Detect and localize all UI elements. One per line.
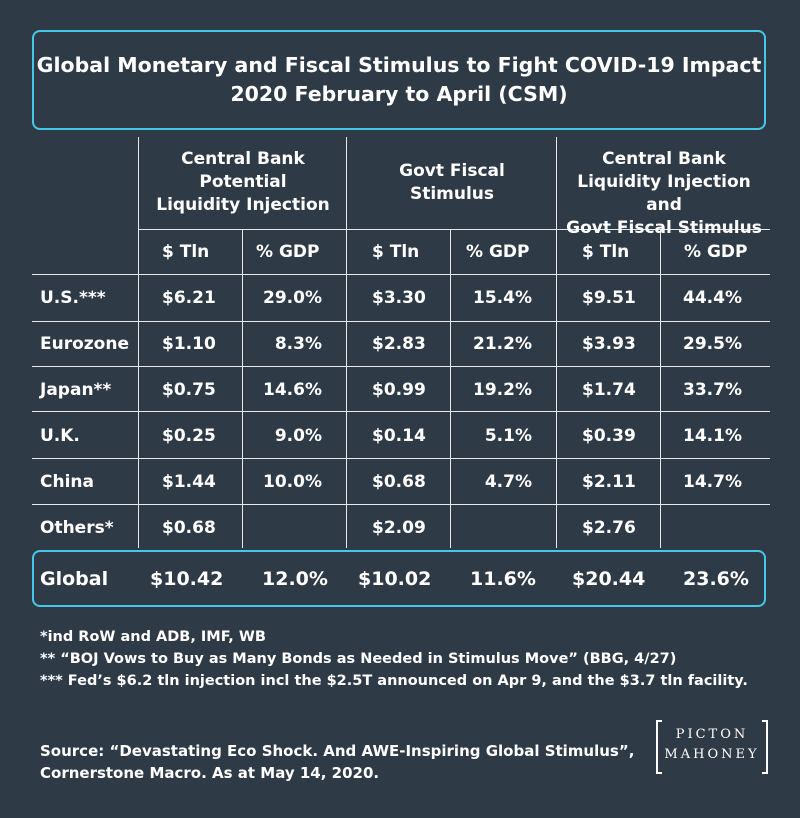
value-cell: $0.39 xyxy=(582,426,636,446)
global-label: Global xyxy=(40,568,109,590)
source-note: Source: “Devastating Eco Shock. And AWE-… xyxy=(40,742,635,782)
value-cell: $0.25 xyxy=(162,426,216,446)
global-value: 12.0% xyxy=(262,568,328,590)
value-cell: $1.10 xyxy=(162,334,216,354)
value-cell: $0.68 xyxy=(372,472,426,492)
group-header-govt-fiscal: Govt Fiscal Stimulus xyxy=(399,161,505,204)
value-cell: $1.74 xyxy=(582,380,636,400)
value-cell: 15.4% xyxy=(473,288,532,308)
value-cell: 29.5% xyxy=(683,334,742,354)
value-cell: $1.44 xyxy=(162,472,216,492)
value-cell: 10.0% xyxy=(263,472,322,492)
row-label: Eurozone xyxy=(40,334,129,354)
subheader-cb-tln: $ Tln xyxy=(162,242,210,262)
subheader-comb-tln: $ Tln xyxy=(582,242,630,262)
global-value: 11.6% xyxy=(470,568,536,590)
title-line-2: 2020 February to April (CSM) xyxy=(230,82,568,106)
group-header-combined: Central Bank Liquidity Injection and Govt … xyxy=(566,149,762,238)
value-cell: $9.51 xyxy=(582,288,636,308)
value-cell: $0.14 xyxy=(372,426,426,446)
group-header-central-bank: Central Bank Potential Liquidity Injection xyxy=(156,149,330,215)
value-cell: $0.68 xyxy=(162,518,216,538)
value-cell: $2.11 xyxy=(582,472,636,492)
row-label: U.K. xyxy=(40,426,80,446)
footnote: ** “BOJ Vows to Buy as Many Bonds as Nee… xyxy=(40,651,677,667)
footnote: *ind RoW and ADB, IMF, WB xyxy=(40,629,266,645)
value-cell: $2.83 xyxy=(372,334,426,354)
subheader-gf-tln: $ Tln xyxy=(372,242,420,262)
row-label: Others* xyxy=(40,518,114,538)
value-cell: $0.75 xyxy=(162,380,216,400)
global-value: $10.02 xyxy=(358,568,432,590)
logo-bracket-right xyxy=(762,720,768,774)
footnotes: *ind RoW and ADB, IMF, WB ** “BOJ Vows t… xyxy=(40,626,748,692)
value-cell: 14.1% xyxy=(683,426,742,446)
picton-mahoney-logo: PICTON MAHONEY xyxy=(656,720,768,774)
value-cell: 4.7% xyxy=(484,472,532,492)
global-value: 23.6% xyxy=(683,568,749,590)
footnote: *** Fed’s $6.2 tln injection incl the $2… xyxy=(40,673,748,689)
subheader-gf-gdp: % GDP xyxy=(466,242,530,262)
value-cell: $6.21 xyxy=(162,288,216,308)
value-cell: 14.7% xyxy=(683,472,742,492)
subheader-comb-gdp: % GDP xyxy=(684,242,748,262)
global-value: $10.42 xyxy=(150,568,224,590)
value-cell: 44.4% xyxy=(683,288,742,308)
value-cell: 14.6% xyxy=(263,380,322,400)
row-label: Japan** xyxy=(40,380,112,400)
value-cell: 9.0% xyxy=(274,426,322,446)
value-cell: 19.2% xyxy=(473,380,532,400)
value-cell: 21.2% xyxy=(473,334,532,354)
value-cell: $0.99 xyxy=(372,380,426,400)
title-box: Global Monetary and Fiscal Stimulus to F… xyxy=(32,30,766,130)
row-label: China xyxy=(40,472,94,492)
global-value: $20.44 xyxy=(572,568,646,590)
value-cell: $3.93 xyxy=(582,334,636,354)
value-cell: 29.0% xyxy=(263,288,322,308)
value-cell: 33.7% xyxy=(683,380,742,400)
value-cell: 8.3% xyxy=(274,334,322,354)
logo-bracket-left xyxy=(656,720,662,774)
row-label: U.S.*** xyxy=(40,288,106,308)
value-cell: 5.1% xyxy=(484,426,532,446)
value-cell: $2.09 xyxy=(372,518,426,538)
value-cell: $2.76 xyxy=(582,518,636,538)
global-row-box xyxy=(32,550,766,607)
title-line-1: Global Monetary and Fiscal Stimulus to F… xyxy=(36,53,762,77)
value-cell: $3.30 xyxy=(372,288,426,308)
subheader-cb-gdp: % GDP xyxy=(256,242,320,262)
